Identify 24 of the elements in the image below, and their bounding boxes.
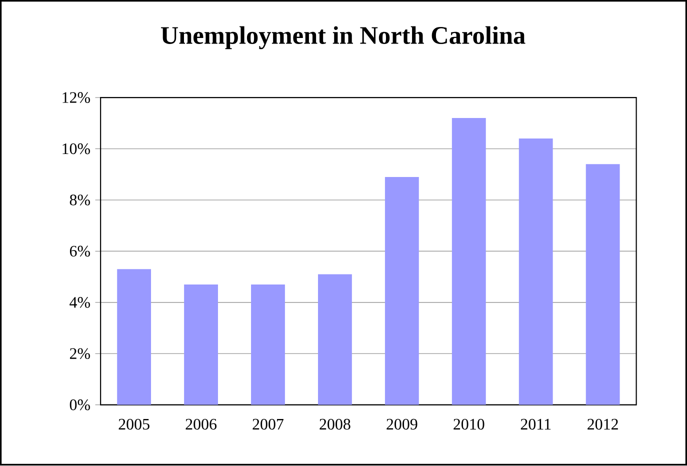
bar: [452, 118, 486, 406]
x-tick-label: 2007: [252, 419, 284, 430]
y-tick-label: 4%: [70, 297, 90, 308]
y-tick-label: 8%: [70, 194, 90, 206]
bar: [518, 138, 553, 406]
x-tick-label: 2006: [186, 419, 217, 430]
bar: [184, 284, 218, 406]
y-tick-label: 12%: [62, 92, 90, 104]
x-tick-label: 2011: [520, 419, 551, 430]
x-tick-label: 2010: [454, 419, 484, 430]
y-tick-label: 0%: [70, 400, 90, 411]
bar: [586, 164, 620, 406]
bar: [251, 284, 285, 406]
bar: [384, 177, 419, 406]
chart-title: Unemployment in North Carolina: [160, 26, 526, 50]
x-tick-label: 2009: [386, 419, 418, 430]
x-tick-label: 2008: [320, 419, 350, 430]
y-tick-label: 6%: [70, 246, 90, 257]
bar: [117, 269, 152, 406]
x-tick-label: 2005: [118, 419, 150, 430]
bar: [318, 274, 352, 406]
y-tick-label: 10%: [62, 144, 90, 154]
y-tick-label: 2%: [70, 348, 90, 360]
x-tick-label: 2012: [588, 419, 618, 430]
